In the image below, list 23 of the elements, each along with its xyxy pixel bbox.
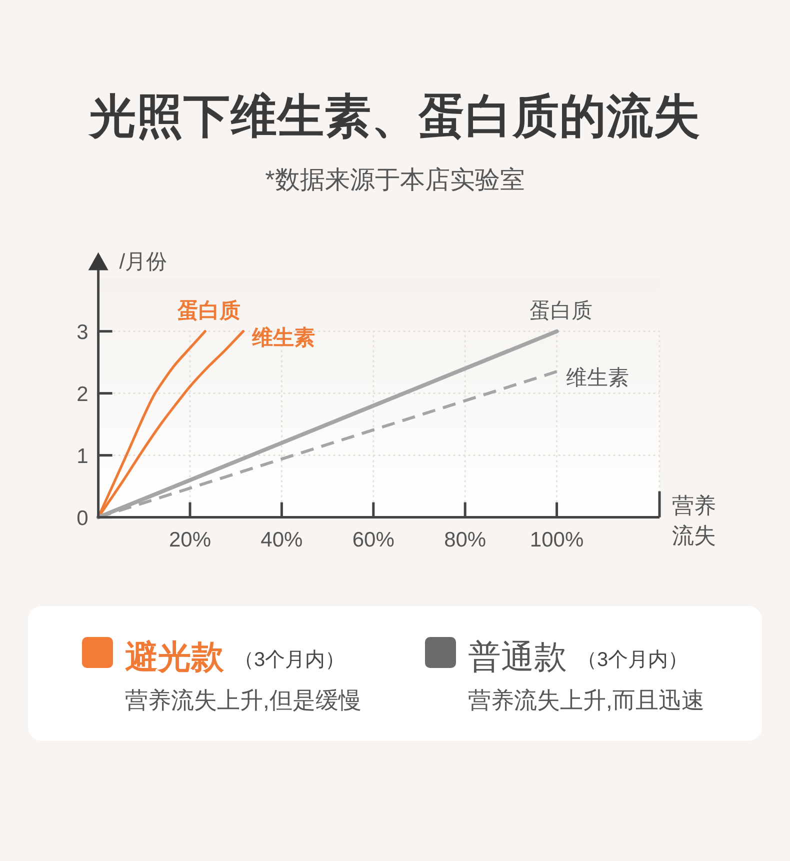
text: 营养流失上升,但是缓慢 (125, 687, 362, 713)
y-tick-label: 2 (76, 382, 88, 406)
x-tick-label: 80% (444, 528, 486, 552)
x-tick-label: 100% (530, 528, 584, 552)
text: （3个月内） (234, 649, 346, 671)
series-label: 蛋白质 (529, 299, 592, 322)
text: 避光款 (125, 638, 225, 675)
x-tick-label: 60% (352, 528, 394, 552)
chart-subtitle: *数据来源于本店实验室 (265, 166, 525, 194)
x-axis-title: 营养流失 (672, 493, 716, 548)
x-tick-label: 40% (260, 528, 303, 552)
y-axis-title: /月份 (119, 250, 168, 274)
series-label: 维生素 (251, 325, 316, 350)
text: （3个月内） (577, 649, 688, 671)
y-tick-label: 0 (76, 506, 88, 530)
series-label: 维生素 (566, 366, 629, 390)
series-label: 蛋白质 (176, 298, 241, 322)
y-tick-label: 1 (76, 444, 88, 468)
x-tick-label: 20% (168, 528, 212, 552)
y-tick-label: 3 (76, 320, 88, 344)
text: 营养流失上升,而且迅速 (468, 687, 704, 713)
chart-title: 光照下维生素、蛋白质的流失 (88, 90, 700, 142)
text: 普通款 (468, 638, 567, 675)
